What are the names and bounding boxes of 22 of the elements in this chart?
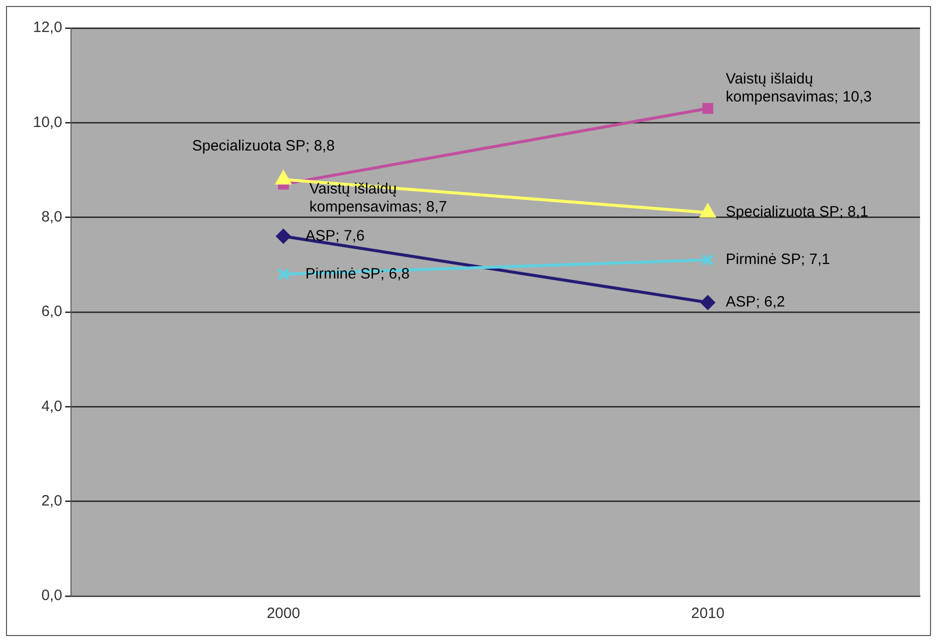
y-tick-label: 8,0 [41,208,62,226]
text: ASP; 6,2 [726,294,785,311]
y-tick-label: 0,0 [41,587,62,604]
point [276,228,291,244]
point [701,253,714,266]
text: Specializuota SP; 8,1 [726,204,868,221]
point [702,103,714,114]
text: Pirminė SP; 6,8 [305,265,410,282]
y-tick-label: 4,0 [41,398,62,415]
text: Pirminė SP; 7,1 [726,251,830,268]
y-tick-label: 2,0 [41,492,62,510]
point [276,268,290,281]
point [700,295,716,310]
y-tick-label: 10,0 [32,114,62,131]
text: ASP; 7,6 [305,227,365,244]
text: Vaistų išlaidų kompensavimas; 10,3 [726,70,872,106]
x-tick-label: 2000 [266,605,300,622]
text: Specializuota SP; 8,8 [192,138,335,155]
text: Vaistų išlaidų kompensavimas; 8,7 [309,180,447,216]
x-tick-label: 2010 [691,605,724,622]
y-tick-label: 6,0 [41,303,62,320]
y-tick-label: 12,0 [32,19,62,36]
